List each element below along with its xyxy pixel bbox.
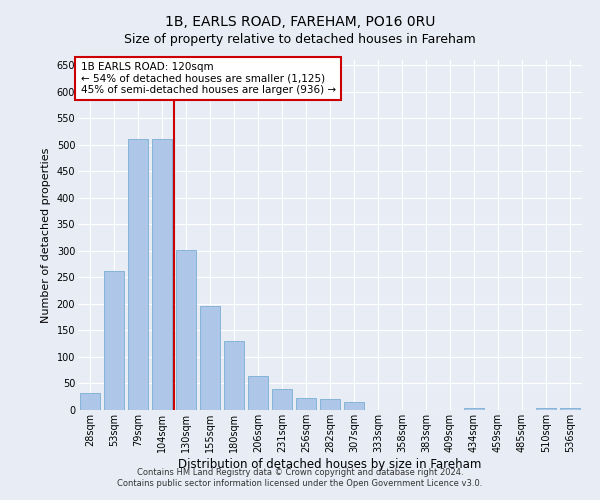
Bar [560, 408, 580, 410]
X-axis label: Distribution of detached houses by size in Fareham: Distribution of detached houses by size … [178, 458, 482, 470]
Text: 1B EARLS ROAD: 120sqm
← 54% of detached houses are smaller (1,125)
45% of semi-d: 1B EARLS ROAD: 120sqm ← 54% of detached … [80, 62, 335, 95]
Text: 1B, EARLS ROAD, FAREHAM, PO16 0RU: 1B, EARLS ROAD, FAREHAM, PO16 0RU [165, 15, 435, 29]
Bar [536, 408, 556, 410]
Bar [200, 306, 220, 410]
Bar [80, 392, 100, 410]
Y-axis label: Number of detached properties: Number of detached properties [41, 148, 51, 322]
Bar [128, 139, 148, 410]
Bar [320, 399, 340, 410]
Bar [248, 376, 268, 410]
Bar [344, 402, 364, 410]
Bar [104, 270, 124, 410]
Bar [224, 340, 244, 410]
Bar [272, 389, 292, 410]
Bar [152, 139, 172, 410]
Text: Size of property relative to detached houses in Fareham: Size of property relative to detached ho… [124, 32, 476, 46]
Bar [464, 408, 484, 410]
Bar [176, 250, 196, 410]
Text: Contains HM Land Registry data © Crown copyright and database right 2024.
Contai: Contains HM Land Registry data © Crown c… [118, 468, 482, 487]
Bar [296, 398, 316, 410]
